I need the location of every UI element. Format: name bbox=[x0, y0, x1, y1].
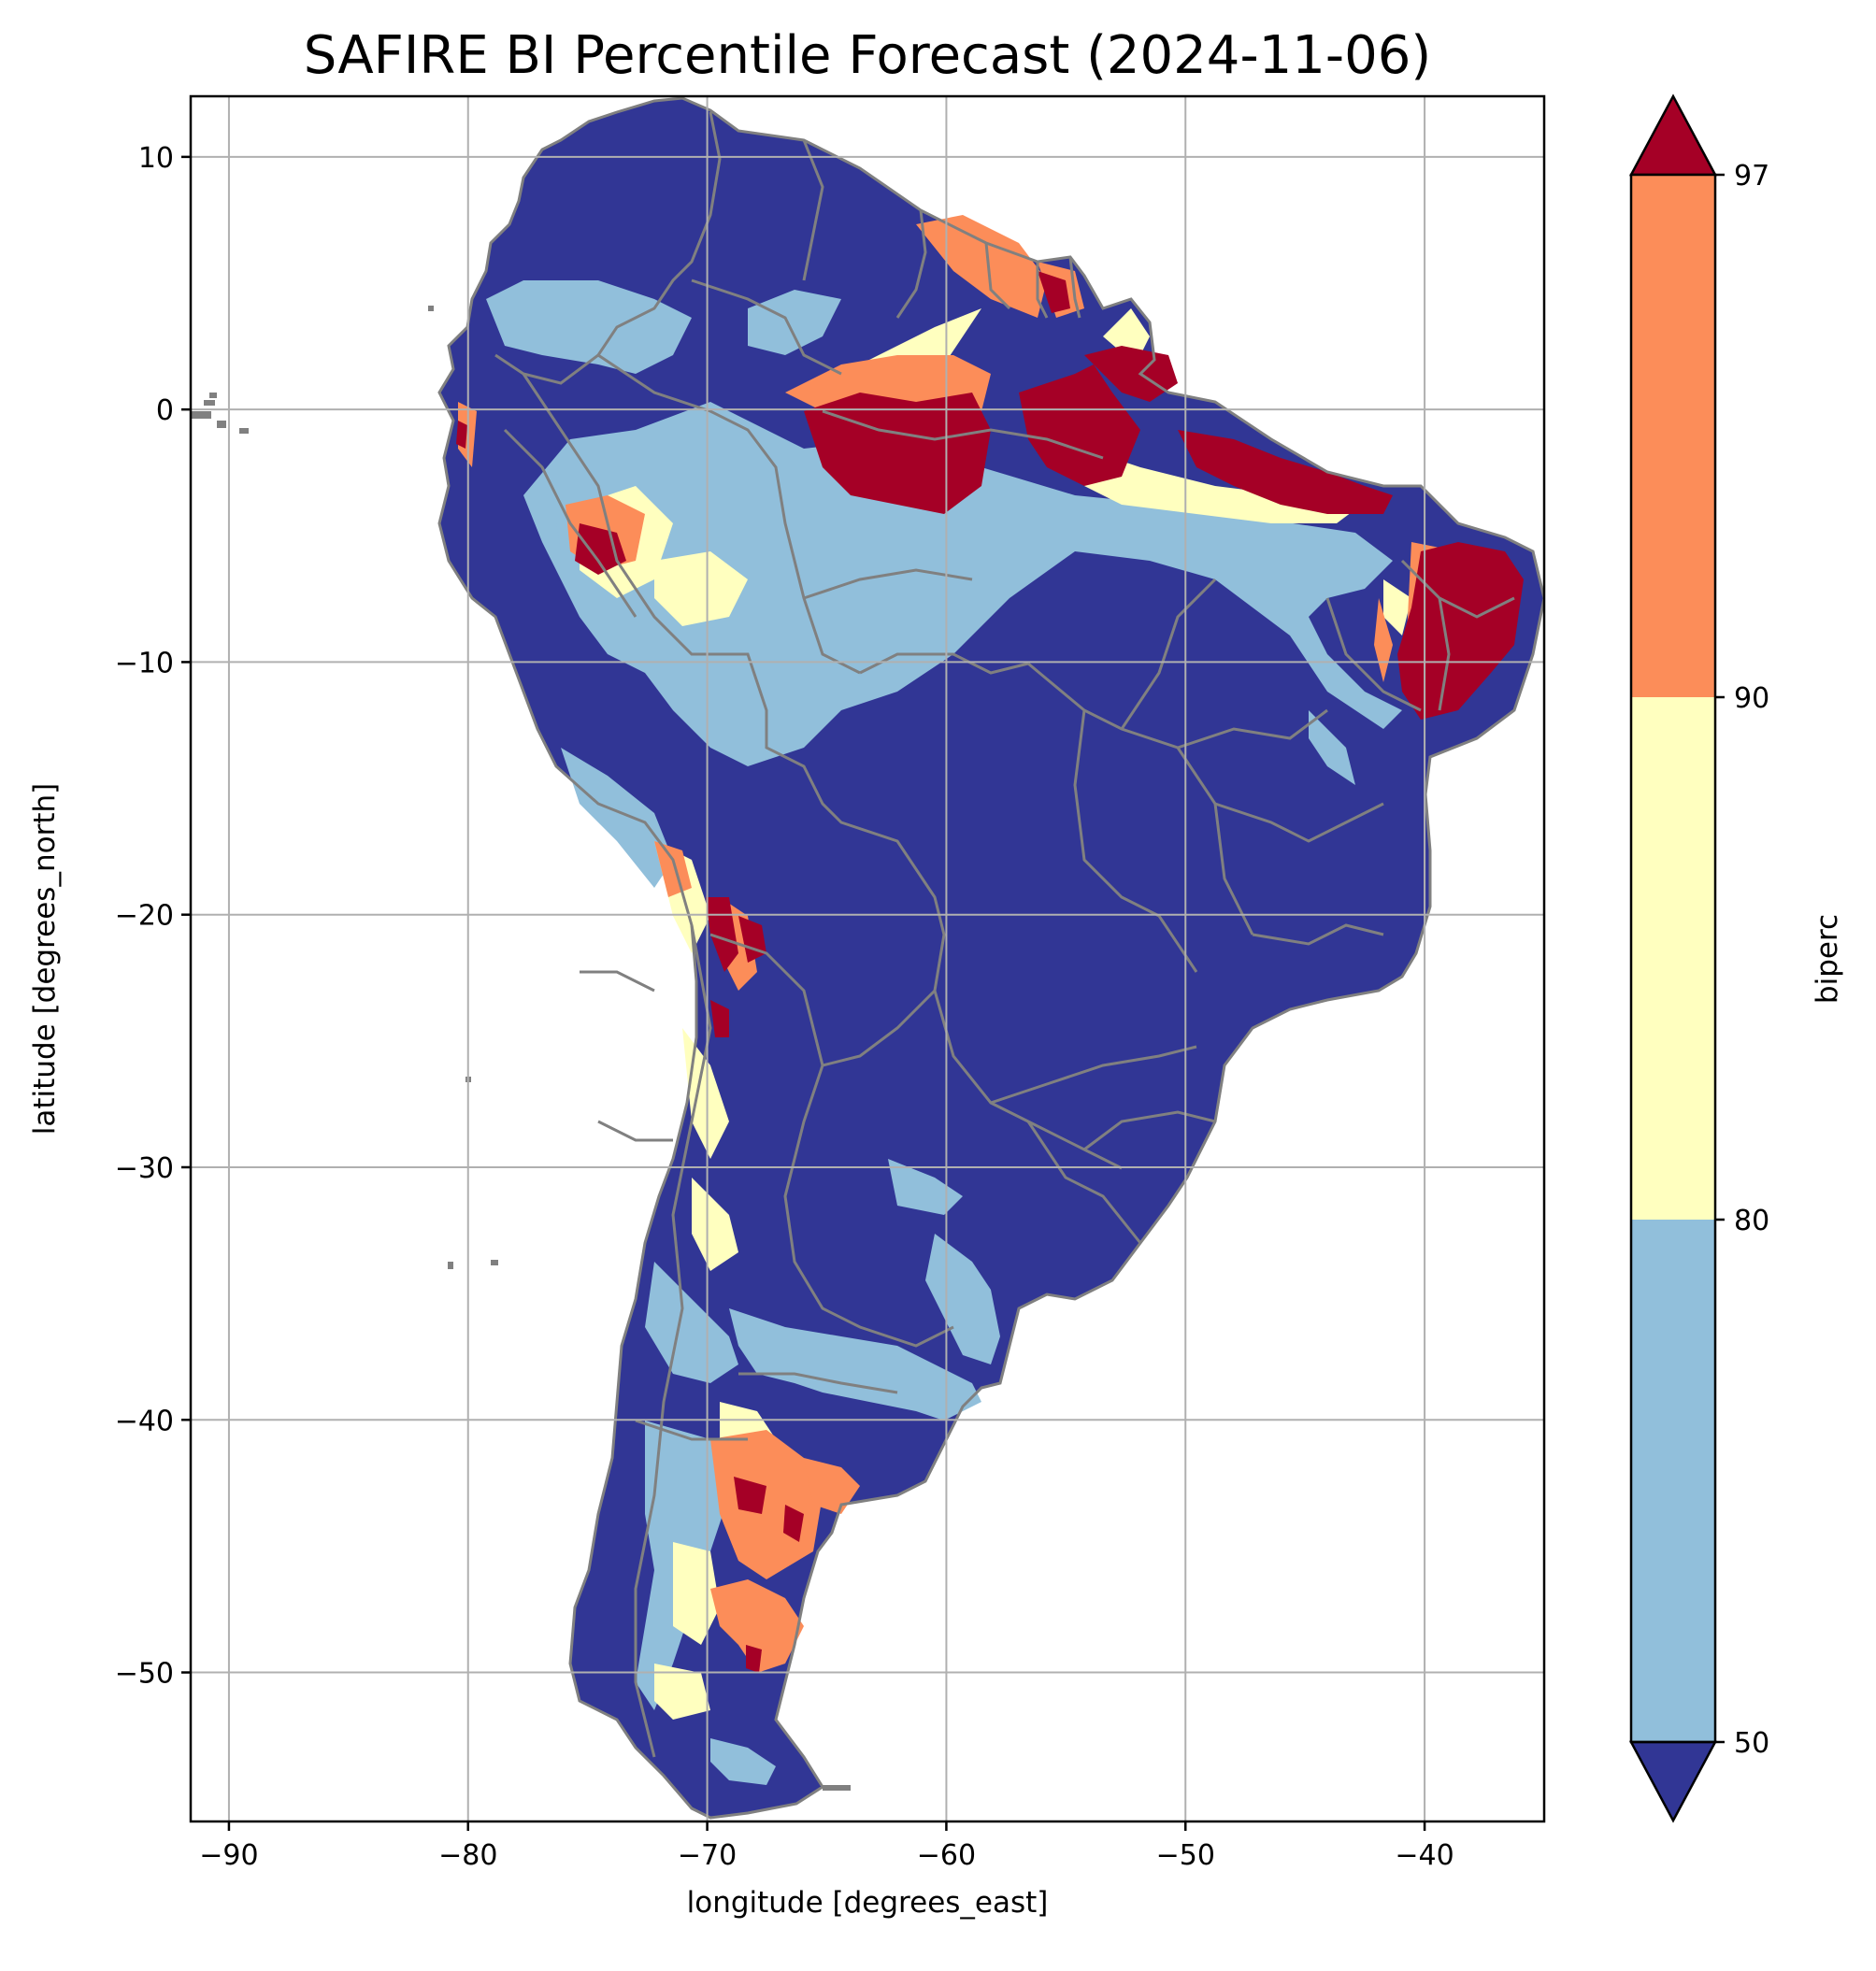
x-tick-label: −70 bbox=[678, 1839, 737, 1872]
y-tick-label: 0 bbox=[156, 394, 174, 427]
axes-frame bbox=[189, 94, 1546, 1823]
colorbar: 97 90 80 50 biperc bbox=[1628, 93, 1844, 1823]
plot-area bbox=[191, 96, 1544, 1821]
x-tick-label: −50 bbox=[1156, 1839, 1215, 1872]
colorbar-tick-80: 80 bbox=[1734, 1205, 1769, 1237]
x-tick-label: −90 bbox=[199, 1839, 258, 1872]
colorbar-tick-50: 50 bbox=[1734, 1727, 1769, 1760]
chart-title: SAFIRE BI Percentile Forecast (2024-11-0… bbox=[304, 25, 1431, 86]
x-axis-label: longitude [degrees_east] bbox=[687, 1886, 1049, 1920]
country-borders bbox=[437, 96, 1544, 1820]
colorbar-extend-top bbox=[1628, 93, 1718, 177]
y-tick-label: −20 bbox=[115, 900, 174, 933]
x-axis: −90 −80 −70 −60 −50 −40 bbox=[199, 1821, 1454, 1872]
y-tick-label: −10 bbox=[115, 647, 174, 679]
colorbar-segment-50-80 bbox=[1631, 1220, 1715, 1742]
y-axis-label: latitude [degrees_north] bbox=[28, 783, 62, 1135]
colorbar-frame bbox=[1629, 173, 1717, 1744]
y-tick-label: −50 bbox=[115, 1658, 174, 1691]
colorbar-tick-97: 97 bbox=[1734, 160, 1769, 193]
y-axis: 10 0 −10 −20 −30 −40 −50 bbox=[115, 142, 191, 1691]
x-tick-label: −40 bbox=[1395, 1839, 1454, 1872]
x-tick-label: −80 bbox=[438, 1839, 497, 1872]
grid-lines bbox=[191, 96, 1544, 1821]
colorbar-tick-90: 90 bbox=[1734, 682, 1769, 715]
band-above-97 bbox=[456, 271, 1524, 1673]
colorbar-segment-80-90 bbox=[1631, 697, 1715, 1220]
y-tick-label: −40 bbox=[115, 1405, 174, 1437]
x-tick-label: −60 bbox=[917, 1839, 976, 1872]
band-50-80 bbox=[486, 280, 1402, 1785]
colorbar-extend-bottom bbox=[1628, 1740, 1718, 1823]
y-tick-label: −30 bbox=[115, 1152, 174, 1185]
colorbar-label: biperc bbox=[1811, 914, 1844, 1004]
colorbar-segment-90-97 bbox=[1631, 175, 1715, 697]
y-tick-label: 10 bbox=[138, 142, 174, 175]
